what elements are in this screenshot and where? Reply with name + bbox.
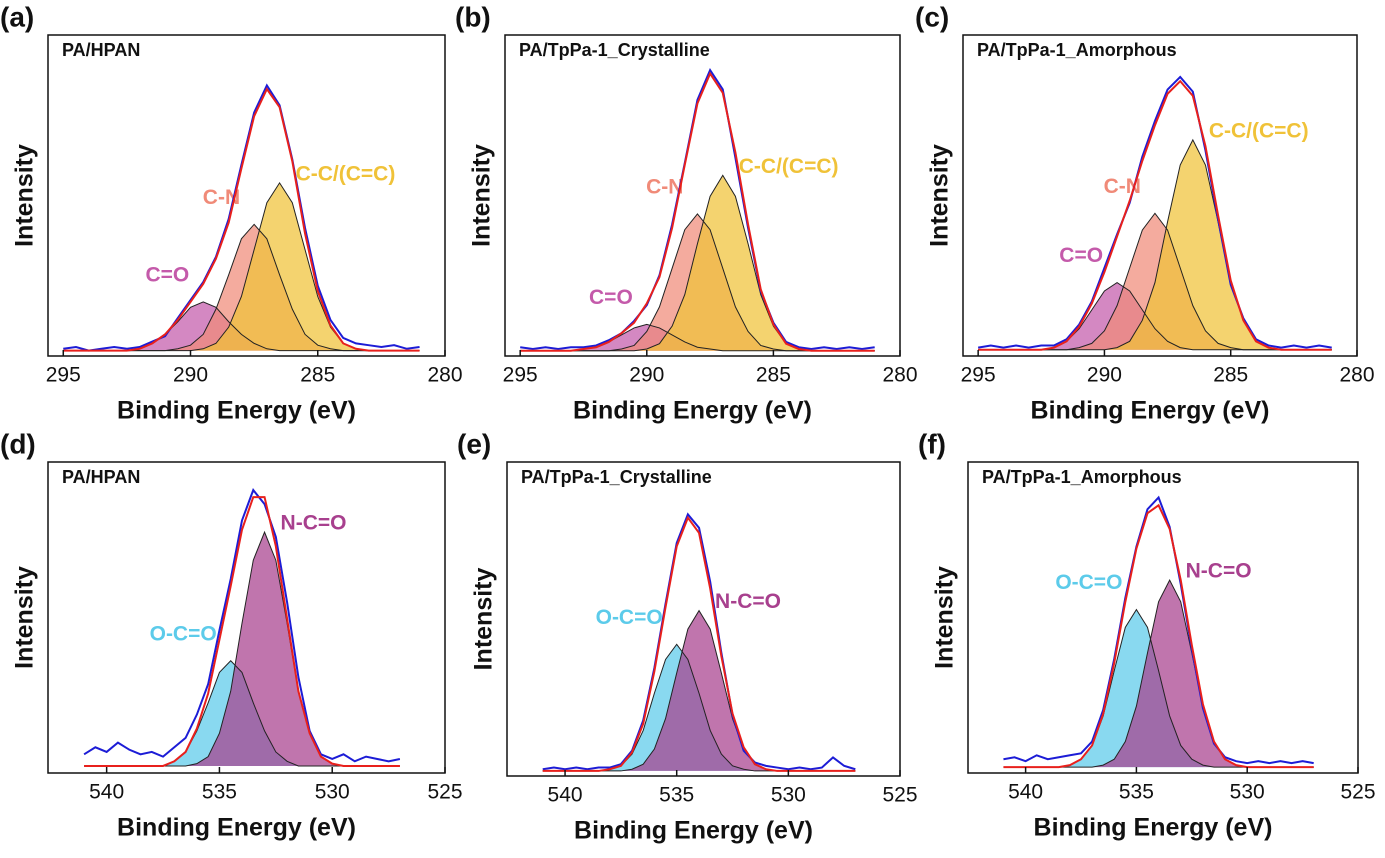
- panel-title: PA/TpPa-1_Crystalline: [519, 40, 710, 60]
- panel: O-C=O N-C=O 540 535 530 525 Binding Energy (eV…: [0, 428, 463, 841]
- panel-title: PA/HPAN: [62, 40, 140, 60]
- x-axis-label: Binding Energy (eV): [117, 397, 356, 425]
- plot-frame: [506, 461, 901, 777]
- plot-frame: [962, 34, 1358, 357]
- x-tick-label: 290: [173, 364, 208, 387]
- peak-label: N-C=O: [715, 590, 781, 613]
- peak-label: O-C=O: [150, 622, 217, 645]
- spectrum-line: [520, 67, 875, 350]
- peak-label: O-C=O: [1055, 571, 1122, 594]
- peak-fill: [978, 139, 1332, 350]
- peak-label: C-N: [646, 175, 683, 198]
- plot-frame: [504, 34, 901, 357]
- peak-fill: [63, 182, 420, 351]
- peak-fill: [542, 610, 856, 771]
- panel-label: (c): [915, 1, 949, 32]
- peak-label: C-C/(C=C): [739, 155, 839, 178]
- x-tick-label: 535: [1119, 781, 1154, 804]
- panel-title: PA/HPAN: [62, 467, 140, 487]
- x-axis-label: Binding Energy (eV): [573, 397, 812, 425]
- y-axis-label: Intensity: [470, 568, 498, 671]
- panel-title: PA/TpPa-1_Amorphous: [977, 40, 1177, 60]
- peak-label: C=O: [145, 263, 189, 286]
- x-tick-label: 280: [427, 364, 462, 387]
- peak-fill: [84, 532, 400, 766]
- x-tick-label: 280: [1339, 364, 1374, 387]
- spectrum-line: [63, 87, 420, 352]
- x-axis-label: Binding Energy (eV): [1034, 814, 1273, 842]
- peak-label: N-C=O: [1186, 560, 1252, 583]
- peak-fill: [520, 324, 875, 351]
- peak-label: O-C=O: [596, 606, 663, 629]
- panel-title: PA/TpPa-1_Crystalline: [521, 467, 712, 487]
- spectrum-line: [83, 488, 401, 763]
- x-tick-label: 540: [1008, 781, 1043, 804]
- spectrum-line: [1003, 503, 1314, 769]
- y-axis-label: Intensity: [926, 144, 954, 247]
- x-tick-label: 285: [300, 364, 335, 387]
- peak-fill: [1003, 580, 1314, 768]
- y-axis-label: Intensity: [468, 144, 496, 247]
- spectrum-line: [542, 515, 856, 772]
- y-axis-label: Intensity: [11, 144, 39, 247]
- peak-label: C-N: [1104, 175, 1141, 198]
- panel: O-C=O N-C=O 540 535 530 525 Binding Energy (eV…: [457, 428, 918, 844]
- x-tick-label: 535: [202, 781, 237, 804]
- x-axis-label: Binding Energy (eV): [574, 817, 813, 845]
- x-tick-label: 530: [315, 781, 350, 804]
- panel-label: (d): [0, 428, 36, 459]
- x-axis-label: Binding Energy (eV): [1031, 397, 1270, 425]
- peak-label: C=O: [1059, 244, 1103, 267]
- x-tick-label: 295: [961, 364, 996, 387]
- plot-frame: [47, 34, 446, 357]
- panel: C=O C-N C-C/(C=C) 295 290 285 280 Binding Energ…: [915, 1, 1375, 424]
- panel-label: (f): [918, 428, 946, 459]
- x-tick-label: 525: [882, 784, 917, 807]
- y-axis-label: Intensity: [11, 566, 39, 669]
- peak-fill: [63, 224, 420, 351]
- panel-label: (b): [455, 1, 491, 32]
- spectrum-line: [542, 512, 856, 771]
- peak-label: C-C/(C=C): [1209, 119, 1309, 142]
- x-tick-label: 285: [1213, 364, 1248, 387]
- spectrum-line: [520, 71, 875, 352]
- x-tick-label: 530: [771, 784, 806, 807]
- plot-frame: [967, 461, 1359, 774]
- x-tick-label: 535: [659, 784, 694, 807]
- plot-frame: [47, 461, 446, 774]
- x-tick-label: 285: [756, 364, 791, 387]
- panel-title: PA/TpPa-1_Amorphous: [982, 467, 1182, 487]
- spectrum-line: [977, 75, 1332, 349]
- panel-label: (e): [457, 428, 491, 459]
- peak-label: N-C=O: [281, 512, 347, 535]
- x-tick-label: 540: [89, 781, 124, 804]
- peak-label: C=O: [589, 286, 633, 309]
- spectrum-line: [1003, 495, 1314, 765]
- panel: O-C=O N-C=O 540 535 530 525 Binding Energy (eV…: [918, 428, 1376, 841]
- panel-label: (a): [0, 1, 34, 32]
- x-tick-label: 290: [629, 364, 664, 387]
- panel: C=O C-N C-C/(C=C) 295 290 285 280 Binding Energ…: [0, 1, 463, 424]
- x-tick-label: 525: [1340, 781, 1375, 804]
- x-tick-label: 295: [46, 364, 81, 387]
- x-tick-label: 540: [548, 784, 583, 807]
- x-tick-label: 290: [1087, 364, 1122, 387]
- x-tick-label: 280: [882, 364, 917, 387]
- peak-label: C-N: [203, 186, 240, 209]
- peak-label: C-C/(C=C): [296, 162, 396, 185]
- spectrum-line: [978, 79, 1332, 351]
- panel: C=O C-N C-C/(C=C) 295 290 285 280 Binding Energ…: [455, 1, 918, 424]
- x-tick-label: 295: [503, 364, 538, 387]
- x-tick-label: 530: [1230, 781, 1265, 804]
- peak-fill: [520, 175, 875, 351]
- spectrum-line: [84, 496, 400, 767]
- y-axis-label: Intensity: [931, 566, 959, 669]
- x-tick-label: 525: [427, 781, 462, 804]
- x-axis-label: Binding Energy (eV): [117, 814, 356, 842]
